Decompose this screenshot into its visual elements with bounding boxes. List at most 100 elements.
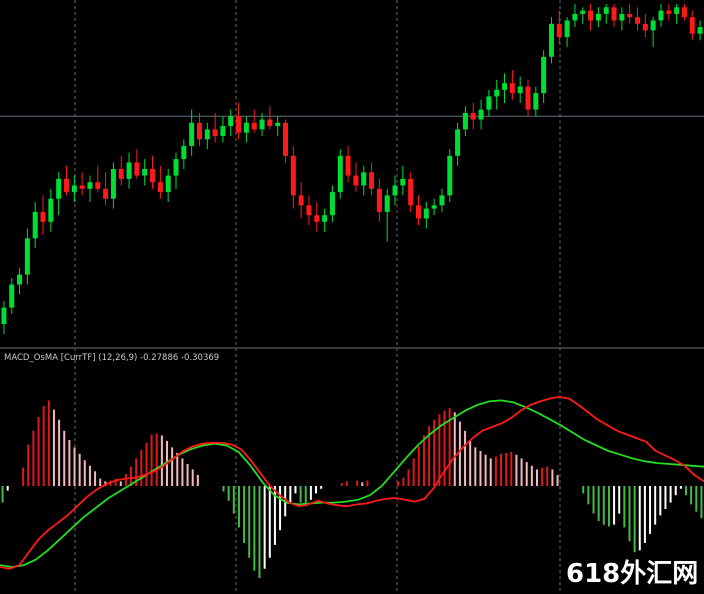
candle-up [517, 86, 523, 94]
histogram-bar [402, 477, 405, 486]
histogram-bar [664, 486, 667, 509]
histogram-bar [525, 462, 528, 486]
candle-down [314, 215, 320, 222]
candle-up [447, 155, 453, 196]
histogram-bar [674, 486, 677, 496]
histogram-bar [422, 435, 425, 486]
histogram-bar [412, 458, 415, 486]
histogram-bar [78, 453, 81, 486]
histogram-bar [356, 480, 359, 486]
histogram-bar [417, 446, 420, 486]
candle-down [470, 112, 476, 120]
candle-up [48, 198, 54, 222]
candle-down [556, 23, 562, 37]
histogram-bar [469, 440, 472, 486]
histogram-bar [52, 409, 55, 486]
histogram-bar [145, 442, 148, 486]
histogram-bar [32, 430, 35, 486]
histogram-bar [520, 458, 523, 486]
histogram-bar [484, 454, 487, 486]
candle-down [134, 162, 140, 176]
candle-up [486, 96, 492, 110]
candle-up [595, 13, 601, 21]
histogram-bar [114, 478, 117, 486]
candle-down [79, 185, 85, 189]
candle-up [650, 20, 656, 31]
histogram-bar [68, 440, 71, 486]
candle-up [259, 119, 265, 130]
histogram-bar [63, 430, 66, 486]
histogram-bar [294, 486, 297, 494]
osma-histogram [1, 400, 703, 578]
candle-up [533, 93, 539, 110]
histogram-bar [685, 486, 688, 496]
histogram-bar [181, 458, 184, 486]
histogram-bar [1, 486, 4, 503]
histogram-bar [155, 433, 158, 486]
candle-down [150, 169, 156, 183]
histogram-bar [535, 469, 538, 486]
histogram-bar [607, 486, 610, 527]
candle-up [439, 195, 445, 206]
histogram-bar [602, 486, 605, 525]
histogram-bar [515, 454, 518, 486]
candle-up [502, 83, 508, 90]
histogram-bar [119, 481, 122, 486]
candle-down [627, 13, 633, 18]
signal-line [0, 399, 704, 568]
histogram-bar [633, 486, 636, 553]
histogram-bar [458, 421, 461, 486]
histogram-bar [176, 452, 179, 486]
candle-up [392, 185, 398, 196]
candle-down [157, 182, 163, 193]
histogram-bar [654, 486, 657, 525]
grid-layer [74, 0, 561, 594]
histogram-bar [500, 453, 503, 486]
price-panel [0, 4, 704, 334]
candle-up [32, 211, 38, 239]
histogram-bar [248, 486, 251, 558]
candle-up [658, 10, 664, 21]
histogram-bar [124, 474, 127, 486]
candle-up [361, 172, 367, 186]
histogram-bar [258, 486, 261, 578]
histogram-bar [669, 486, 672, 503]
candle-up [24, 238, 30, 275]
candle-down [196, 122, 202, 140]
candle-down [369, 172, 375, 189]
histogram-bar [160, 435, 163, 486]
histogram-bar [433, 419, 436, 486]
candle-up [674, 7, 680, 14]
candle-up [189, 122, 195, 146]
candle-up [564, 20, 570, 37]
candle-up [204, 129, 210, 140]
histogram-bar [397, 481, 400, 486]
candle-down [103, 188, 109, 199]
histogram-bar [273, 486, 276, 545]
histogram-bar [448, 407, 451, 486]
histogram-bar [546, 466, 549, 486]
candle-up [243, 122, 249, 133]
histogram-bar [505, 452, 508, 486]
histogram-bar [443, 410, 446, 486]
histogram-bar [494, 456, 497, 486]
candle-up [126, 162, 132, 179]
candle-down [118, 169, 124, 179]
candle-up [603, 7, 609, 14]
macd-lines [0, 395, 704, 570]
histogram-bar [6, 486, 9, 491]
candle-down [298, 195, 304, 206]
histogram-bar [582, 486, 585, 494]
histogram-bar [695, 486, 698, 512]
histogram-bar [27, 444, 30, 486]
candle-down [345, 155, 351, 176]
candle-up [71, 185, 77, 193]
candle-up [322, 215, 328, 222]
histogram-bar [453, 412, 456, 486]
candle-down [635, 17, 641, 24]
candle-down [40, 211, 46, 222]
histogram-bar [22, 467, 25, 486]
histogram-bar [643, 486, 646, 544]
candle-up [110, 169, 116, 199]
candle-down [95, 182, 101, 189]
